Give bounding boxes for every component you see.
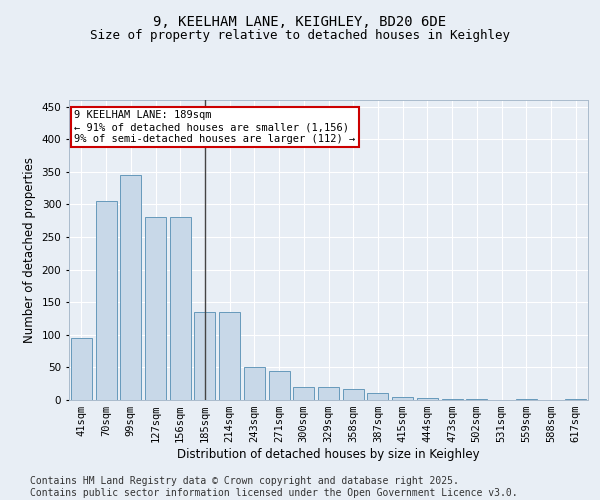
Y-axis label: Number of detached properties: Number of detached properties — [23, 157, 36, 343]
Text: 9, KEELHAM LANE, KEIGHLEY, BD20 6DE: 9, KEELHAM LANE, KEIGHLEY, BD20 6DE — [154, 16, 446, 30]
Bar — [269, 370, 290, 400]
Bar — [120, 175, 141, 400]
Bar — [194, 312, 215, 400]
Bar — [392, 396, 413, 400]
Text: Size of property relative to detached houses in Keighley: Size of property relative to detached ho… — [90, 28, 510, 42]
X-axis label: Distribution of detached houses by size in Keighley: Distribution of detached houses by size … — [177, 448, 480, 461]
Bar — [417, 398, 438, 400]
Bar — [244, 368, 265, 400]
Bar — [145, 218, 166, 400]
Text: 9 KEELHAM LANE: 189sqm
← 91% of detached houses are smaller (1,156)
9% of semi-d: 9 KEELHAM LANE: 189sqm ← 91% of detached… — [74, 110, 355, 144]
Bar — [95, 201, 116, 400]
Text: Contains HM Land Registry data © Crown copyright and database right 2025.
Contai: Contains HM Land Registry data © Crown c… — [30, 476, 518, 498]
Bar — [219, 312, 240, 400]
Bar — [293, 387, 314, 400]
Bar — [367, 394, 388, 400]
Bar — [343, 389, 364, 400]
Bar — [170, 218, 191, 400]
Bar — [318, 387, 339, 400]
Bar — [71, 338, 92, 400]
